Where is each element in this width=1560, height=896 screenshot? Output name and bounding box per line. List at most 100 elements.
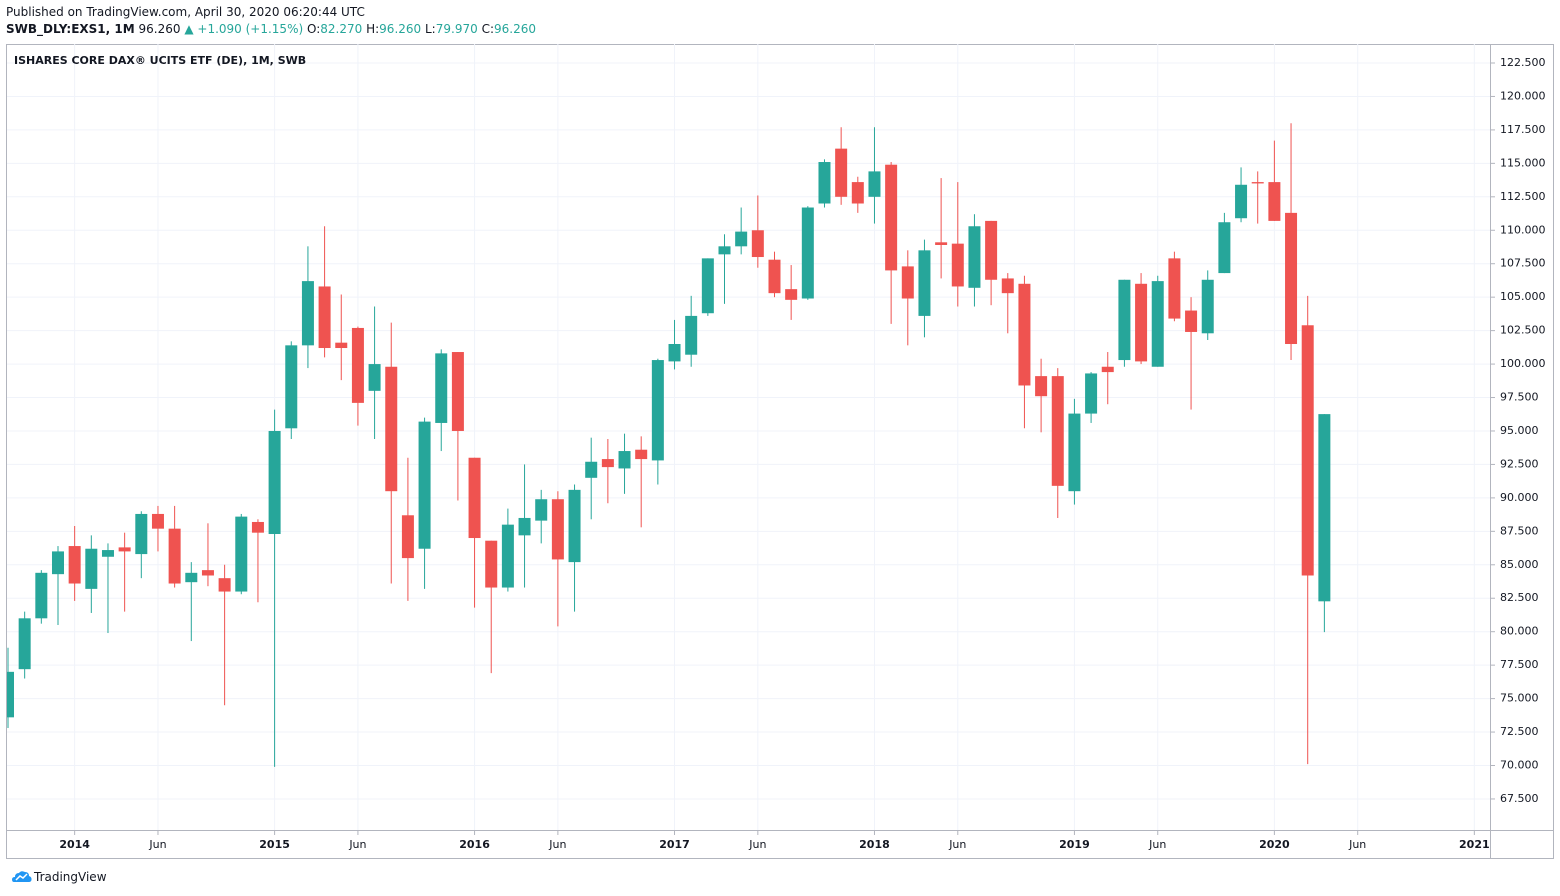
- candle-body: [218, 578, 231, 592]
- x-tick-label: Jun: [148, 838, 166, 851]
- candle-body: [1085, 373, 1098, 414]
- candle-body: [685, 315, 698, 355]
- x-tick-label: 2015: [259, 838, 290, 851]
- candle-body: [1101, 366, 1114, 373]
- candle-body: [951, 243, 964, 287]
- candle-body: [251, 521, 264, 533]
- candle-body: [618, 451, 631, 469]
- candle-body: [918, 250, 931, 316]
- candle-body: [935, 242, 948, 245]
- candle-body: [351, 327, 364, 403]
- candle-body: [85, 548, 98, 589]
- candle-body: [1285, 212, 1298, 345]
- y-tick-label: 95.000: [1500, 424, 1539, 437]
- candle-body: [1301, 325, 1314, 576]
- candle-body: [1235, 184, 1248, 219]
- x-tick-label: 2016: [459, 838, 490, 851]
- y-tick-label: 100.000: [1500, 357, 1546, 370]
- last-price: 96.260: [138, 22, 181, 36]
- candle-body: [735, 231, 748, 247]
- candle-body: [985, 220, 998, 280]
- candle-body: [551, 499, 564, 560]
- candle-body: [135, 513, 148, 555]
- ohlc-c-label: C:: [481, 22, 494, 36]
- y-tick-label: 105.000: [1500, 290, 1546, 303]
- candle-body: [1001, 278, 1014, 294]
- ohlc-h: 96.260: [379, 22, 422, 36]
- y-tick-label: 97.500: [1500, 391, 1539, 404]
- candle-body: [451, 352, 464, 431]
- y-tick-label: 80.000: [1500, 625, 1539, 638]
- y-tick-label: 77.500: [1500, 658, 1539, 671]
- candle-body: [18, 618, 31, 670]
- candle-body: [1251, 182, 1264, 184]
- candle-body: [235, 516, 248, 592]
- ohlc-l-label: L:: [425, 22, 436, 36]
- chart-title: ISHARES CORE DAX® UCITS ETF (DE), 1M, SW…: [14, 54, 306, 67]
- y-tick-label: 115.000: [1500, 156, 1546, 169]
- candle-body: [818, 162, 831, 204]
- change: ▲ +1.090 (+1.15%): [184, 22, 304, 36]
- y-tick-label: 70.000: [1500, 759, 1539, 772]
- candle-body: [168, 528, 181, 584]
- y-tick-label: 72.500: [1500, 725, 1539, 738]
- logo-icon: [12, 871, 32, 882]
- candle-body: [401, 515, 414, 559]
- candle-body: [468, 457, 481, 539]
- candle-body: [501, 524, 514, 588]
- x-tick-label: 2019: [1059, 838, 1090, 851]
- candle-body: [635, 449, 648, 460]
- candle-body: [1035, 376, 1048, 397]
- y-tick-label: 75.000: [1500, 692, 1539, 705]
- candle-body: [1068, 413, 1081, 492]
- candle-body: [368, 364, 381, 391]
- candle-body: [185, 572, 198, 583]
- candle-body: [851, 182, 864, 204]
- x-tick-label: Jun: [948, 838, 966, 851]
- candle-body: [1018, 283, 1031, 386]
- ohlc-c: 96.260: [493, 22, 536, 36]
- candle-body: [268, 430, 281, 535]
- candle-body: [868, 171, 881, 197]
- y-tick-label: 117.500: [1500, 123, 1546, 136]
- y-tick-label: 122.500: [1500, 56, 1546, 69]
- candle-body: [518, 517, 531, 536]
- candle-body: [701, 258, 714, 314]
- candle-body: [335, 342, 348, 349]
- ohlc-l: 79.970: [435, 22, 478, 36]
- candle-body: [885, 164, 898, 271]
- candle-body: [285, 345, 298, 429]
- candle-body: [1218, 222, 1231, 274]
- candle-body: [568, 489, 581, 563]
- ohlc-o: 82.270: [320, 22, 363, 36]
- y-tick-label: 102.500: [1500, 324, 1546, 337]
- candle-body: [318, 286, 331, 349]
- x-tick-label: 2021: [1459, 838, 1490, 851]
- candle-body: [151, 513, 164, 529]
- candle-body: [201, 570, 214, 576]
- candle-body: [1268, 182, 1281, 221]
- x-tick-label: 2020: [1259, 838, 1290, 851]
- candle-body: [785, 289, 798, 300]
- candle-body: [585, 461, 598, 478]
- candle-body: [1185, 310, 1198, 332]
- y-tick-label: 110.000: [1500, 223, 1546, 236]
- candle-body: [718, 246, 731, 255]
- chart-frame: [6, 44, 1554, 859]
- x-tick-label: 2014: [59, 838, 90, 851]
- brand: TradingView: [34, 870, 107, 884]
- candle-body: [118, 547, 131, 552]
- candle-body: [1135, 283, 1148, 362]
- candle-body: [1151, 281, 1164, 367]
- x-tick-label: Jun: [1348, 838, 1366, 851]
- x-tick-label: 2017: [659, 838, 690, 851]
- y-tick-label: 92.500: [1500, 457, 1539, 470]
- candle-body: [68, 546, 81, 584]
- candle-body: [485, 540, 498, 588]
- candle-body: [51, 551, 64, 575]
- candle-body: [7, 671, 14, 718]
- candle-body: [1318, 414, 1331, 602]
- candle-body: [1168, 258, 1181, 319]
- candle-body: [901, 266, 914, 299]
